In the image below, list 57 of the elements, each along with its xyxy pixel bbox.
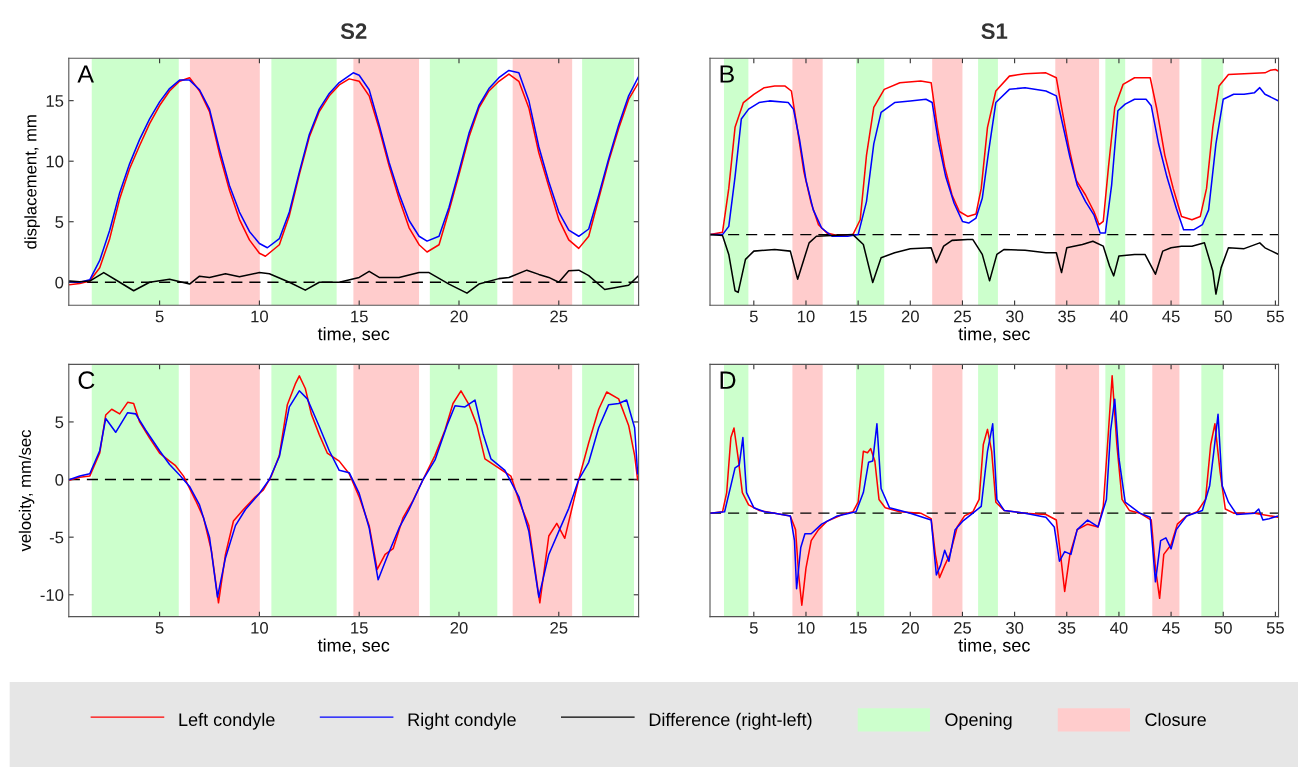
x-tick-label: 35 <box>1058 621 1076 634</box>
chart-title: S2 <box>340 23 367 40</box>
x-tick-label: 40 <box>1110 621 1128 634</box>
y-tick-label: 15 <box>46 95 64 107</box>
y-axis-title: displacement, mm <box>24 115 40 249</box>
x-axis-title: time, sec <box>958 327 1030 343</box>
x-tick-label: 20 <box>450 310 468 323</box>
y-tick-label: 5 <box>55 216 64 228</box>
x-tick-label: 25 <box>954 621 972 634</box>
x-tick-label: 25 <box>954 310 972 323</box>
x-tick-label: 25 <box>550 310 568 323</box>
x-tick-label: 20 <box>901 310 919 323</box>
legend-label: Left condyle <box>179 712 275 730</box>
legend-label: Opening <box>945 712 1012 730</box>
y-tick-label: -5 <box>49 531 64 544</box>
x-tick-label: 50 <box>1214 621 1232 634</box>
x-tick-label: 5 <box>155 622 164 634</box>
x-tick-label: 15 <box>351 310 368 323</box>
x-axis-title: time, sec <box>317 638 390 654</box>
x-tick-label: 30 <box>1005 310 1024 323</box>
x-tick-label: 50 <box>1214 310 1232 323</box>
x-tick-label: 10 <box>251 310 269 323</box>
x-tick-label: 5 <box>749 622 758 634</box>
x-tick-label: 40 <box>1110 310 1128 323</box>
x-tick-label: 30 <box>1005 621 1024 634</box>
x-tick-label: 45 <box>1162 310 1180 323</box>
x-tick-label: 55 <box>1266 310 1284 323</box>
y-tick-label: 5 <box>55 416 64 429</box>
annotation: C <box>78 371 95 389</box>
x-tick-label: 15 <box>850 310 867 323</box>
legend-label: Right condyle <box>408 712 516 730</box>
y-tick-label: 0 <box>55 473 64 486</box>
x-tick-label: 20 <box>450 621 468 634</box>
x-tick-label: 5 <box>749 310 758 323</box>
annotation: B <box>720 65 734 83</box>
x-axis-title: time, sec <box>317 327 390 343</box>
x-tick-label: 35 <box>1058 310 1076 323</box>
annotation: A <box>77 65 94 83</box>
legend-label: Closure <box>1145 712 1206 727</box>
x-tick-label: 25 <box>550 621 568 634</box>
x-tick-label: 20 <box>901 621 919 634</box>
x-tick-label: 10 <box>797 310 815 323</box>
x-tick-label: 10 <box>797 621 815 634</box>
x-tick-label: 45 <box>1162 622 1180 634</box>
y-axis-title: velocity, mm/sec <box>18 429 35 552</box>
x-axis-title: time, sec <box>958 638 1030 654</box>
x-tick-label: 15 <box>351 622 368 634</box>
x-tick-label: 10 <box>251 621 269 634</box>
legend-label: Difference (right-left) <box>649 712 812 730</box>
y-tick-label: -10 <box>40 589 64 601</box>
x-tick-label: 5 <box>155 310 164 323</box>
chart-title: S1 <box>981 23 1008 40</box>
y-tick-label: 0 <box>55 276 64 289</box>
annotation: D <box>720 371 736 389</box>
x-tick-label: 55 <box>1266 622 1284 634</box>
x-tick-label: 15 <box>850 622 867 634</box>
y-tick-label: 10 <box>46 155 64 168</box>
